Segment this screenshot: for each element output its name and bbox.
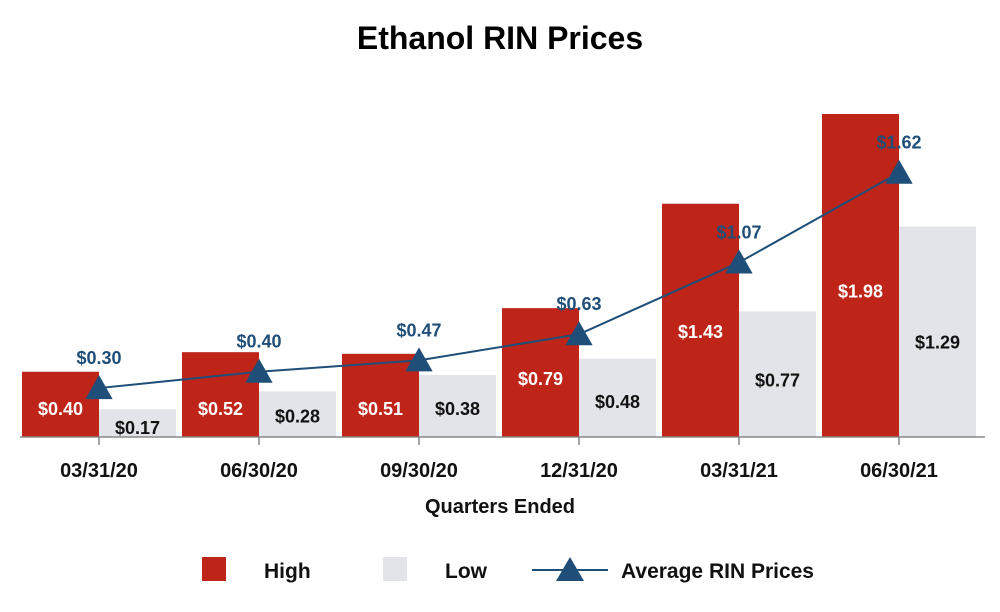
average-marker (885, 159, 913, 184)
bar-label-high: $0.79 (518, 369, 563, 389)
average-marker (245, 358, 273, 383)
average-label: $0.63 (556, 294, 601, 314)
x-tick-label: 03/31/21 (700, 460, 778, 482)
average-marker (405, 347, 433, 372)
bar-low (419, 375, 496, 437)
bar-label-high: $1.43 (678, 322, 723, 342)
average-label: $0.47 (396, 320, 441, 340)
legend-swatch-low (383, 557, 407, 581)
bar-high (502, 308, 579, 437)
legend: High Low Average RIN Prices (202, 557, 814, 583)
bar-label-high: $0.52 (198, 399, 243, 419)
x-tick-label: 03/31/20 (60, 460, 138, 482)
bar-label-high: $1.98 (838, 282, 883, 302)
bar-high (182, 352, 259, 437)
bar-high (662, 203, 739, 437)
x-tick-label: 09/30/20 (380, 460, 458, 482)
average-label: $1.07 (716, 222, 761, 242)
average-label: $0.30 (76, 348, 121, 368)
average-marker (565, 321, 593, 346)
x-tick-label: 06/30/21 (860, 460, 938, 482)
average-line (98, 171, 900, 390)
bar-label-low: $1.29 (915, 332, 960, 352)
average-label: $0.40 (236, 332, 281, 352)
plot-area: $0.40 $0.17 $0.52 $0.28 $0.51 $0.38 $0.79 $0.48… (22, 114, 976, 438)
bar-label-low: $0.28 (275, 406, 320, 426)
legend-label-high: High (264, 560, 311, 583)
bar-low (899, 226, 976, 437)
legend-label-average: Average RIN Prices (621, 560, 814, 583)
bar-label-low: $0.48 (595, 392, 640, 412)
bar-low (259, 391, 336, 437)
x-axis-title: Quarters Ended (425, 496, 575, 518)
bar-high (822, 114, 899, 437)
x-tick-label: 12/31/20 (540, 460, 618, 482)
bar-low (99, 409, 176, 437)
bar-low (579, 358, 656, 437)
legend-swatch-high (202, 557, 226, 581)
average-marker (725, 249, 753, 274)
legend-marker-average (556, 557, 584, 581)
bar-label-high: $0.40 (38, 399, 83, 419)
bar-label-low: $0.17 (115, 418, 160, 438)
average-label: $1.62 (876, 133, 921, 153)
x-axis-ticks: 03/31/20 06/30/20 09/30/20 12/31/20 03/31/21… (60, 437, 938, 482)
bar-high (342, 353, 419, 437)
legend-label-low: Low (445, 560, 488, 583)
bar-low (739, 311, 816, 437)
bar-high (22, 371, 99, 437)
average-marker (85, 375, 113, 400)
bar-label-low: $0.77 (755, 370, 800, 390)
bar-label-low: $0.38 (435, 399, 480, 419)
chart-title: Ethanol RIN Prices (357, 20, 643, 56)
x-tick-label: 06/30/20 (220, 460, 298, 482)
bar-label-high: $0.51 (358, 399, 403, 419)
